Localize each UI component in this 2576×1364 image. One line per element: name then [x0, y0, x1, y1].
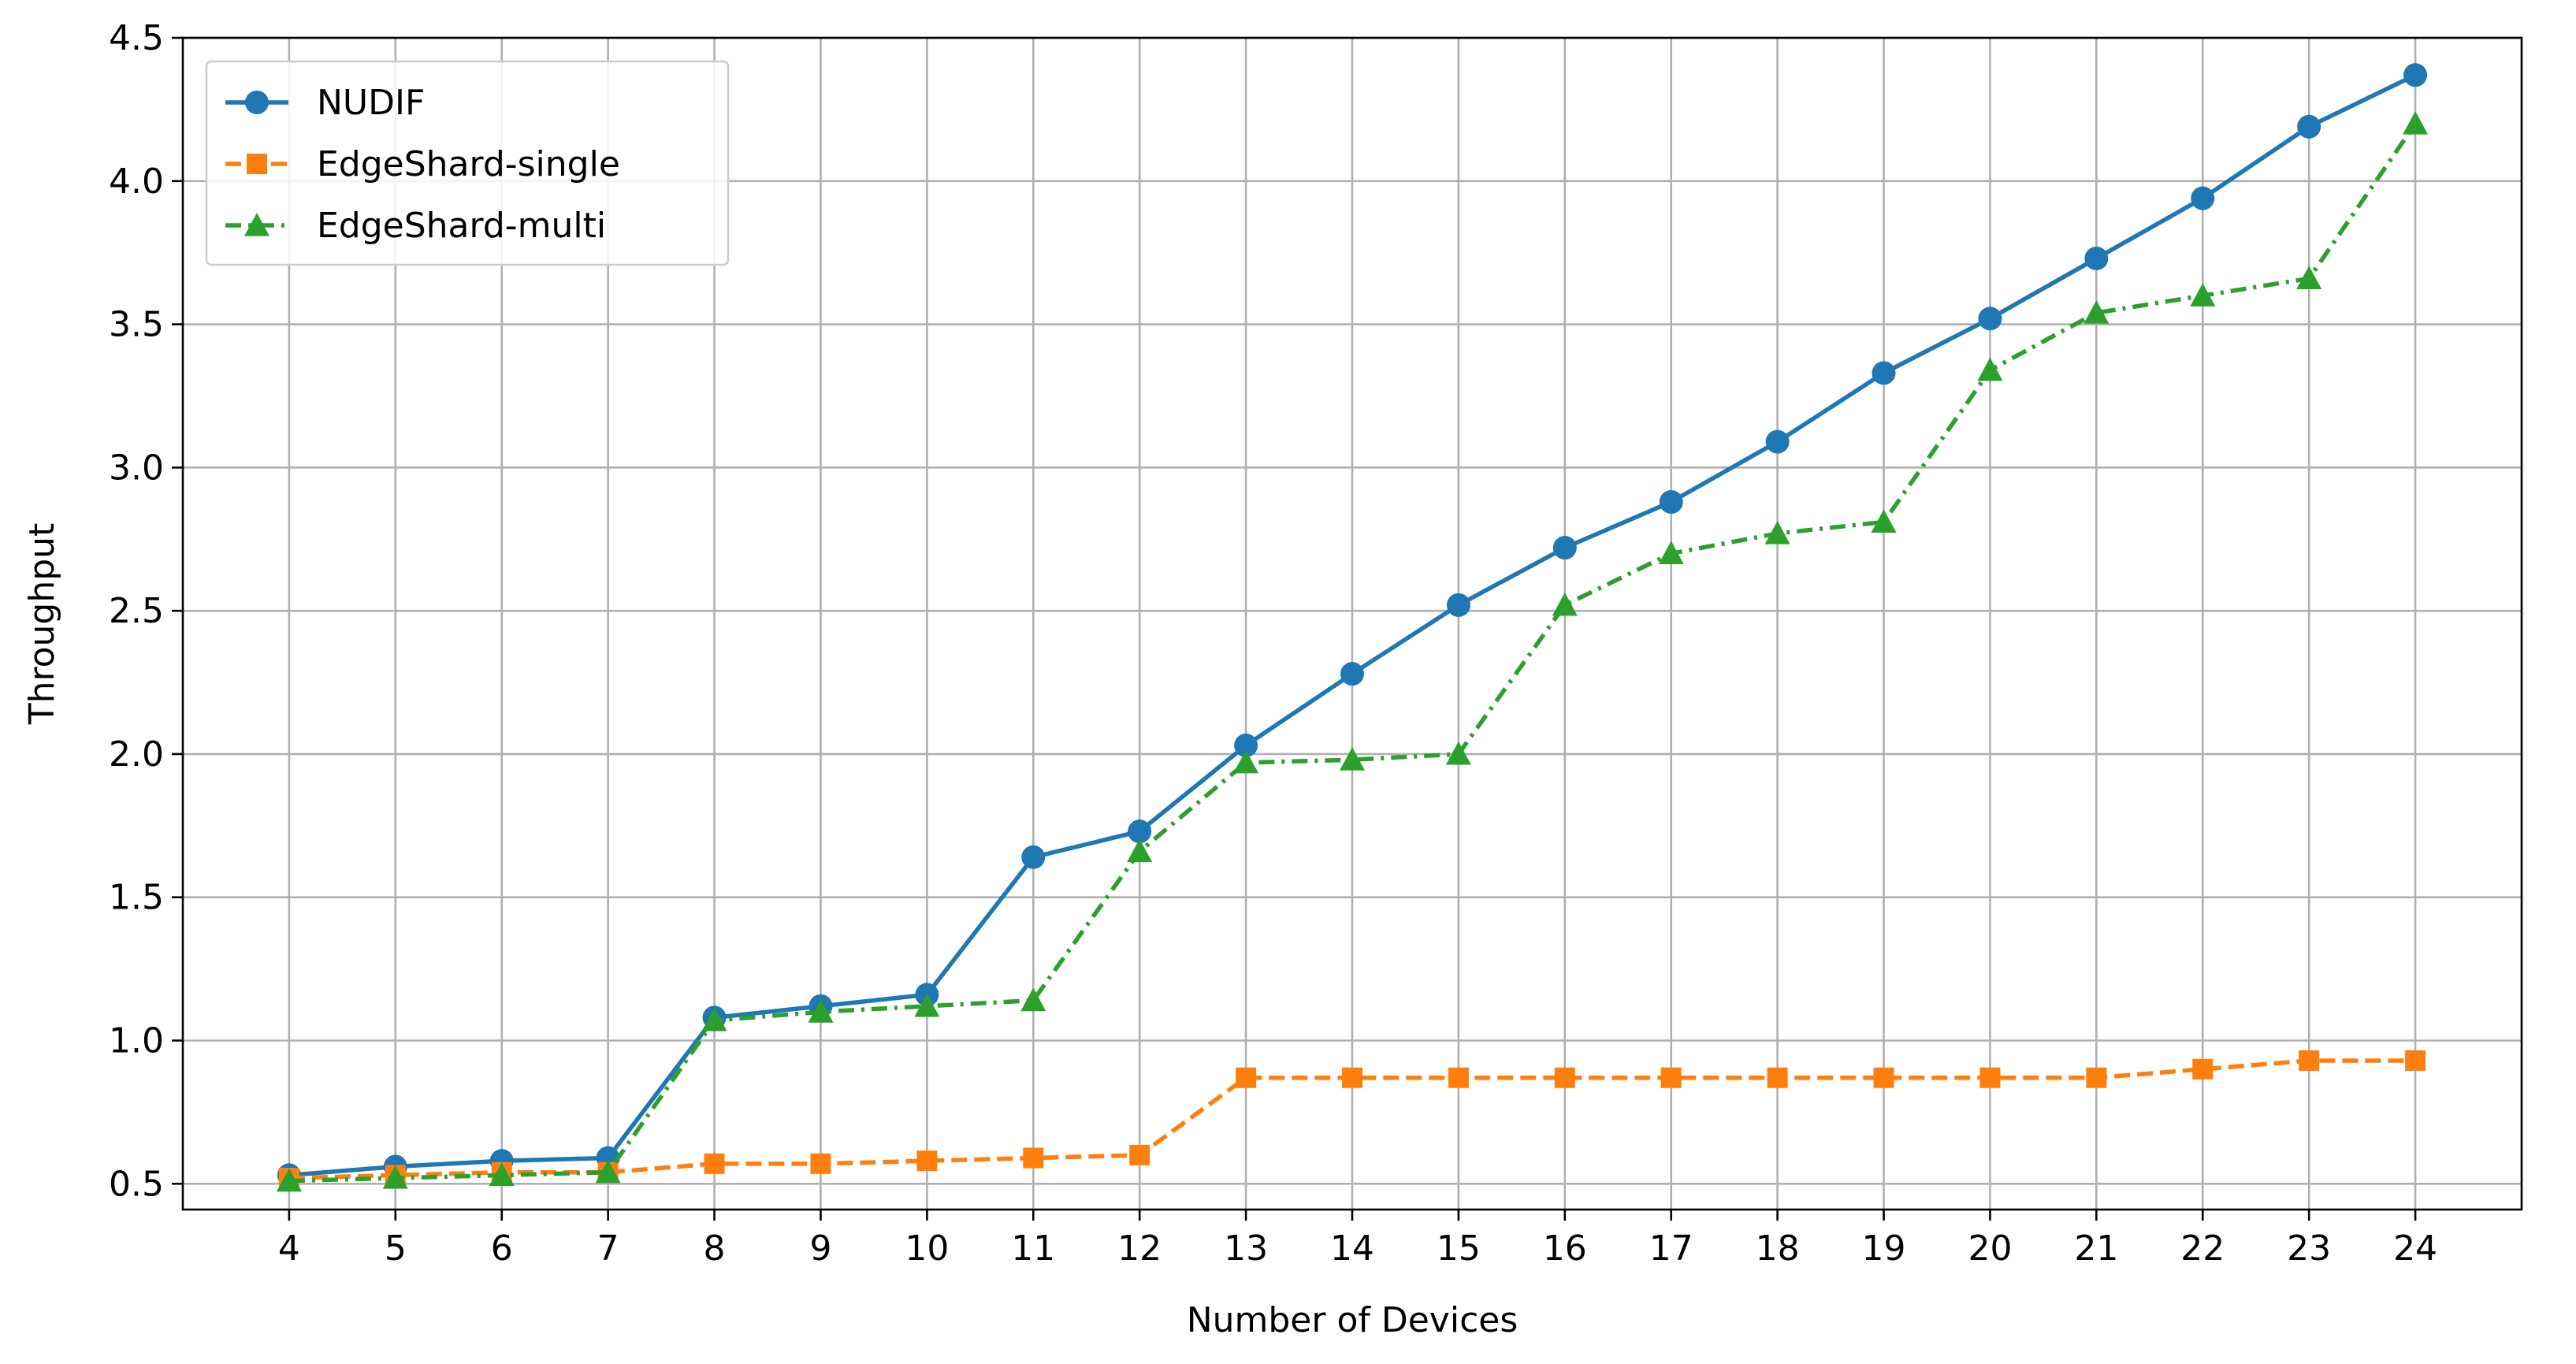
edgeshard-multi-marker	[1445, 741, 1471, 765]
edgeshard-single-marker	[1448, 1067, 1469, 1088]
series-edgeshard-multi	[276, 111, 2429, 1192]
edgeshard-multi-marker	[808, 999, 834, 1023]
legend-item-nudif: NUDIF	[225, 83, 425, 123]
legend-edgeshard-multi-marker	[244, 213, 269, 236]
edgeshard-multi-marker	[489, 1162, 515, 1186]
legend-label: NUDIF	[317, 83, 425, 123]
legend: NUDIF EdgeShard-single EdgeShard-multi	[205, 60, 730, 266]
nudif-marker	[1552, 536, 1577, 560]
legend-edgeshard-single-marker	[247, 154, 267, 174]
y-tick-label: 2.5	[109, 591, 164, 631]
edgeshard-multi-marker	[1127, 838, 1153, 863]
nudif-marker	[2084, 246, 2109, 270]
x-tick-label: 5	[385, 1228, 407, 1269]
edgeshard-single-marker	[1129, 1144, 1150, 1165]
edgeshard-multi-marker	[276, 1168, 302, 1192]
legend-item-edgeshard-single: EdgeShard-single	[225, 144, 620, 184]
edgeshard-multi-marker	[1658, 541, 1684, 565]
edgeshard-single-marker	[2299, 1050, 2320, 1071]
nudif-marker	[2191, 186, 2215, 210]
edgeshard-multi-marker	[2403, 111, 2429, 135]
legend-box	[205, 60, 730, 266]
y-tick-label: 3.0	[109, 448, 164, 488]
x-tick-label: 18	[1756, 1228, 1800, 1269]
edgeshard-multi-marker	[1020, 987, 1046, 1012]
x-tick-label: 4	[278, 1228, 300, 1269]
x-tick-label: 15	[1437, 1228, 1481, 1269]
y-tick-label: 0.5	[109, 1164, 164, 1204]
x-tick-label: 12	[1117, 1228, 1162, 1269]
x-tick-label: 21	[2074, 1228, 2118, 1269]
nudif-marker	[1872, 361, 1896, 385]
x-tick-label: 10	[905, 1228, 949, 1269]
nudif-marker	[1234, 734, 1258, 758]
x-tick-label: 22	[2180, 1228, 2225, 1269]
x-tick-label: 17	[1649, 1228, 1693, 1269]
edgeshard-multi-marker	[701, 1008, 727, 1031]
edgeshard-single-marker	[2086, 1067, 2107, 1088]
y-tick-label: 1.0	[109, 1020, 164, 1061]
edgeshard-single-marker	[810, 1153, 831, 1174]
edgeshard-single-marker	[916, 1150, 938, 1172]
edgeshard-multi-marker	[382, 1165, 408, 1189]
legend-item-edgeshard-multi: EdgeShard-multi	[225, 206, 606, 246]
nudif-marker	[1340, 662, 1364, 686]
edgeshard-multi-marker	[1340, 747, 1365, 771]
legend-nudif-marker	[245, 91, 269, 114]
edgeshard-single-marker	[704, 1153, 725, 1174]
x-tick-label: 19	[1862, 1228, 1906, 1269]
x-tick-label: 8	[704, 1228, 726, 1269]
x-tick-label: 24	[2393, 1228, 2437, 1269]
y-axis-title: Throughput	[22, 523, 62, 726]
x-tick-label: 11	[1011, 1228, 1055, 1269]
y-tick-label: 4.5	[109, 18, 164, 58]
nudif-marker	[2403, 63, 2428, 87]
axis-ticks: 4 5 6 7 8 9 10 11 12 13 14 15 16 17 18 19 20 21 22 23 24 0.5 1…	[109, 18, 2437, 1269]
edgeshard-single-marker	[1554, 1067, 1575, 1088]
y-tick-label: 3.5	[109, 305, 164, 345]
edgeshard-single-marker	[1979, 1067, 2001, 1088]
nudif-marker	[1765, 429, 1790, 454]
nudif-marker	[1978, 307, 2002, 331]
nudif-marker	[1021, 845, 1046, 869]
x-tick-label: 20	[1968, 1228, 2012, 1269]
edgeshard-single-marker	[1023, 1147, 1044, 1169]
x-tick-label: 13	[1224, 1228, 1268, 1269]
edgeshard-multi-marker	[2083, 300, 2109, 324]
edgeshard-multi-marker	[914, 993, 940, 1017]
x-tick-label: 16	[1543, 1228, 1587, 1269]
y-tick-label: 2.0	[109, 734, 164, 775]
x-tick-label: 7	[597, 1228, 619, 1269]
nudif-marker	[1446, 593, 1470, 617]
edgeshard-single-marker	[1767, 1067, 1788, 1088]
x-axis-title: Number of Devices	[1187, 1300, 1518, 1340]
legend-label: EdgeShard-single	[317, 144, 620, 184]
edgeshard-multi-marker	[1552, 592, 1578, 616]
edgeshard-single-marker	[2405, 1050, 2426, 1071]
edgeshard-multi-marker	[1977, 357, 2003, 381]
nudif-marker	[2297, 114, 2321, 139]
edgeshard-multi-marker	[2190, 283, 2216, 307]
nudif-marker	[1128, 820, 1152, 844]
x-tick-label: 6	[491, 1228, 513, 1269]
edgeshard-multi-marker	[595, 1159, 621, 1184]
edgeshard-single-marker	[1873, 1067, 1894, 1088]
edgeshard-multi-marker	[2296, 266, 2322, 289]
x-tick-label: 23	[2287, 1228, 2331, 1269]
y-tick-label: 1.5	[109, 878, 164, 918]
edgeshard-single-marker	[2192, 1058, 2214, 1080]
x-tick-label: 14	[1330, 1228, 1374, 1269]
edgeshard-single-marker	[1660, 1067, 1682, 1088]
edgeshard-single-marker	[1236, 1067, 1257, 1088]
legend-label: EdgeShard-multi	[317, 206, 606, 246]
edgeshard-multi-marker	[1764, 520, 1790, 544]
nudif-marker	[1659, 489, 1683, 514]
y-tick-label: 4.0	[109, 162, 164, 202]
x-tick-label: 9	[809, 1228, 831, 1269]
edgeshard-single-marker	[1342, 1067, 1362, 1088]
edgeshard-multi-marker	[1871, 509, 1897, 533]
edgeshard-multi-marker	[1233, 749, 1259, 774]
series-layer	[276, 63, 2429, 1192]
